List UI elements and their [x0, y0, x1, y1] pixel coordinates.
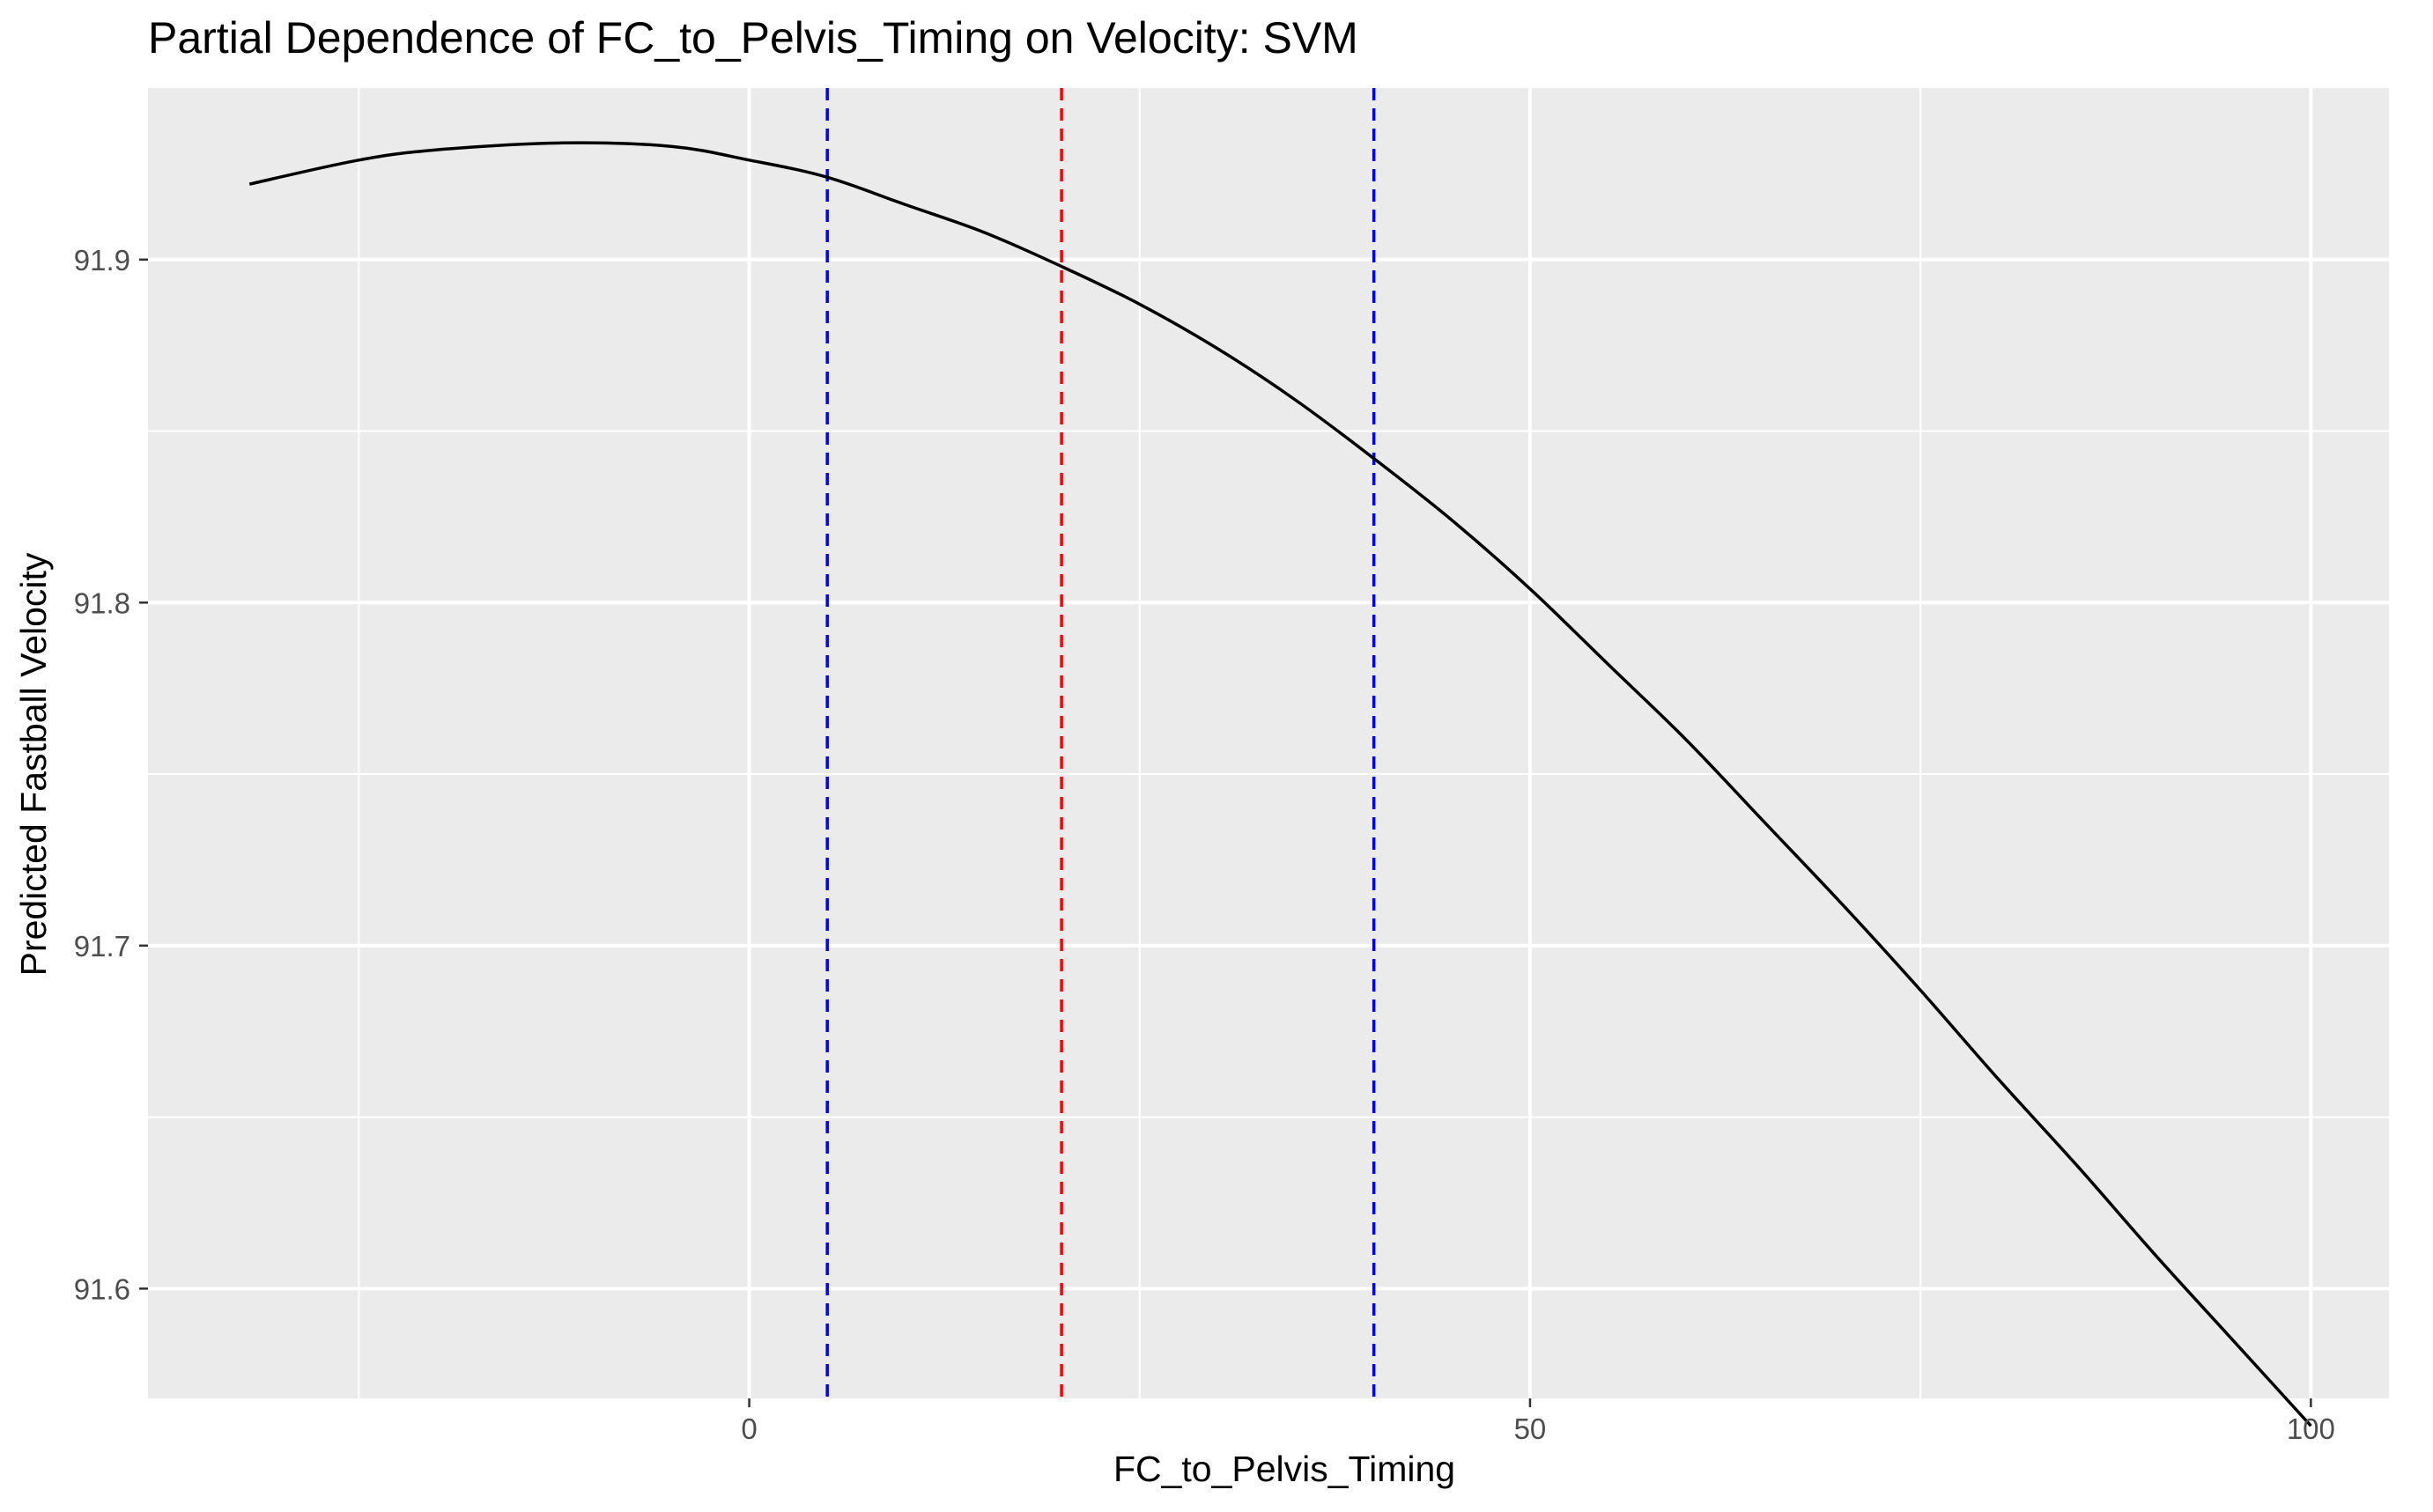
chart-title: Partial Dependence of FC_to_Pelvis_Timin… — [148, 13, 1358, 63]
minor-gridlines — [148, 88, 2389, 1398]
x-axis-title: FC_to_Pelvis_Timing — [1113, 1449, 1455, 1489]
x-tick-label: 100 — [2287, 1412, 2335, 1445]
major-gridlines — [148, 88, 2389, 1398]
y-axis-ticks: 91.6 91.7 91.8 91.9 — [74, 244, 148, 1305]
series-layer — [248, 141, 2312, 1427]
y-axis-title: Predicted Fastball Velocity — [13, 552, 54, 976]
x-tick-label: 50 — [1514, 1412, 1547, 1445]
y-tick-label: 91.7 — [74, 930, 130, 963]
reference-lines — [825, 88, 1376, 1398]
x-axis-ticks: 0 50 100 — [741, 1398, 2335, 1445]
plot-panel — [148, 88, 2389, 1398]
pd-curve — [248, 141, 2312, 1427]
y-tick-label: 91.6 — [74, 1272, 130, 1305]
y-tick-label: 91.8 — [74, 586, 130, 619]
x-tick-label: 0 — [741, 1412, 757, 1445]
y-tick-label: 91.9 — [74, 244, 130, 277]
